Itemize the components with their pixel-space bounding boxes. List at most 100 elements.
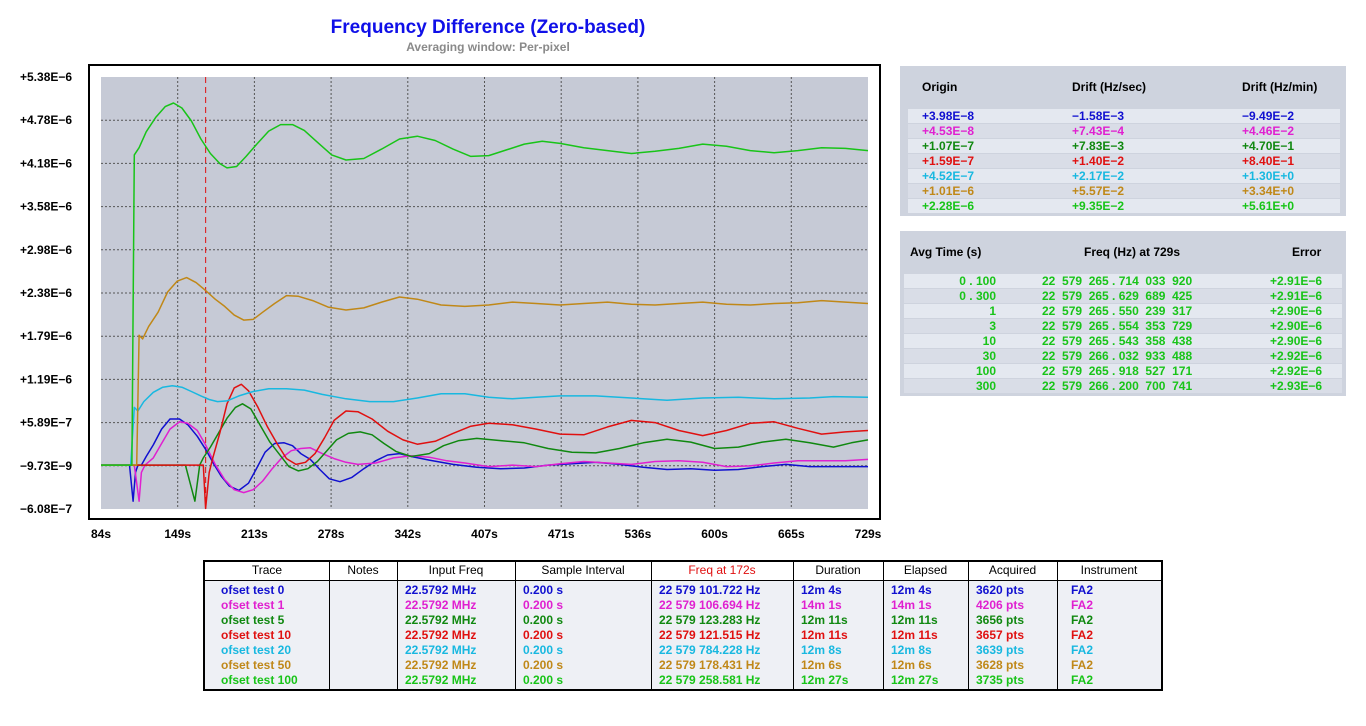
error-header: Error — [1292, 245, 1322, 259]
drift-sec-value: +7.43E−4 — [1072, 124, 1125, 138]
cell-freq: 22 579 101.722 Hz — [659, 583, 761, 597]
cell-trace: ofset test 0 — [221, 583, 285, 597]
cell-freq: 22 579 123.283 Hz — [659, 613, 761, 627]
table-row[interactable]: ofset test 0 22.5792 MHz 0.200 s 22 579 101… — [205, 583, 1161, 598]
y-tick-label: +4.18E−6 — [20, 156, 72, 170]
y-tick-label: +2.38E−6 — [20, 286, 72, 300]
table-row[interactable]: ofset test 5 22.5792 MHz 0.200 s 22 579 123… — [205, 613, 1161, 628]
column-divider — [1057, 562, 1058, 689]
cell-acquired: 3657 pts — [976, 628, 1025, 642]
x-tick-label: 149s — [164, 527, 191, 541]
column-divider — [397, 562, 398, 689]
avg-time-value: 10 — [982, 334, 996, 348]
cell-trace: ofset test 100 — [221, 673, 298, 687]
table-row[interactable]: ofset test 100 22.5792 MHz 0.200 s 22 579 2… — [205, 673, 1161, 688]
cell-trace: ofset test 5 — [221, 613, 285, 627]
error-value: +2.92E−6 — [1270, 349, 1323, 363]
avg-time-value: 0 . 300 — [959, 289, 996, 303]
origin-value: +1.59E−7 — [922, 154, 975, 168]
drift-row: +3.98E−8 −1.58E−3 −9.49E−2 — [908, 109, 1340, 123]
cell-elapsed: 12m 6s — [891, 658, 932, 672]
table-row[interactable]: ofset test 20 22.5792 MHz 0.200 s 22 579 78… — [205, 643, 1161, 658]
freq-value: 22 579 265 . 550 239 317 — [1042, 304, 1193, 318]
column-header: Acquired — [988, 563, 1037, 577]
drift-sec-header: Drift (Hz/sec) — [1072, 80, 1147, 94]
chart-title: Frequency Difference (Zero-based) — [330, 17, 646, 38]
y-tick-label: +5.38E−6 — [20, 70, 72, 84]
drift-row: +4.52E−7 +2.17E−2 +1.30E+0 — [908, 169, 1340, 183]
cell-trace: ofset test 1 — [221, 598, 285, 612]
drift-panel: Origin Drift (Hz/sec) Drift (Hz/min) +3.… — [900, 66, 1346, 216]
avg-time-value: 100 — [975, 364, 996, 378]
trace-table-body: ofset test 0 22.5792 MHz 0.200 s 22 579 101… — [205, 581, 1161, 689]
column-header: Duration — [815, 563, 861, 577]
drift-row: +2.28E−6 +9.35E−2 +5.61E+0 — [908, 199, 1340, 213]
cell-instrument: FA2 — [1071, 643, 1094, 657]
series-line — [101, 276, 869, 466]
table-row[interactable]: ofset test 10 22.5792 MHz 0.200 s 22 579 12… — [205, 628, 1161, 643]
column-header: Trace — [251, 563, 283, 577]
cell-input-freq: 22.5792 MHz — [405, 643, 477, 657]
series-line — [101, 421, 869, 502]
origin-header: Origin — [922, 80, 958, 94]
avg-panel: Avg Time (s) Freq (Hz) at 729s Error 0 .… — [900, 231, 1346, 396]
error-value: +2.91E−6 — [1270, 274, 1323, 288]
avg-time-value: 30 — [982, 349, 996, 363]
drift-min-value: +4.46E−2 — [1242, 124, 1295, 138]
cell-acquired: 3628 pts — [976, 658, 1025, 672]
column-divider — [793, 562, 794, 689]
cell-input-freq: 22.5792 MHz — [405, 658, 477, 672]
x-tick-label: 729s — [855, 527, 882, 541]
cell-input-freq: 22.5792 MHz — [405, 598, 477, 612]
avg-row: 0 . 100 22 579 265 . 714 033 920 +2.91E−6 — [904, 274, 1342, 288]
error-value: +2.91E−6 — [1270, 289, 1323, 303]
column-divider — [329, 562, 330, 689]
y-tick-label: +4.78E−6 — [20, 113, 72, 127]
origin-value: +3.98E−8 — [922, 109, 975, 123]
cell-duration: 12m 11s — [801, 628, 848, 642]
drift-sec-value: +9.35E−2 — [1072, 199, 1125, 213]
column-divider — [515, 562, 516, 689]
cell-interval: 0.200 s — [523, 673, 564, 687]
drift-min-value: +5.61E+0 — [1242, 199, 1295, 213]
cell-instrument: FA2 — [1071, 658, 1094, 672]
freq-value: 22 579 266 . 032 933 488 — [1042, 349, 1193, 363]
origin-value: +2.28E−6 — [922, 199, 975, 213]
column-header: Sample Interval — [541, 563, 625, 577]
avg-row: 10 22 579 265 . 543 358 438 +2.90E−6 — [904, 334, 1342, 348]
drift-row: +1.07E−7 +7.83E−3 +4.70E−1 — [908, 139, 1340, 153]
cell-acquired: 4206 pts — [976, 598, 1025, 612]
cell-interval: 0.200 s — [523, 613, 564, 627]
series-line — [101, 418, 868, 502]
table-row[interactable]: ofset test 1 22.5792 MHz 0.200 s 22 579 106… — [205, 598, 1161, 613]
x-tick-label: 278s — [318, 527, 345, 541]
cell-elapsed: 12m 11s — [891, 613, 938, 627]
cell-instrument: FA2 — [1071, 598, 1094, 612]
cell-duration: 12m 11s — [801, 613, 848, 627]
trace-table-header: Trace Notes Input Freq Sample Interval Freq … — [205, 562, 1161, 581]
cell-acquired: 3735 pts — [976, 673, 1025, 687]
cell-acquired: 3620 pts — [976, 583, 1025, 597]
drift-min-value: +4.70E−1 — [1242, 139, 1295, 153]
drift-row: +4.53E−8 +7.43E−4 +4.46E−2 — [908, 124, 1340, 138]
cell-duration: 12m 6s — [801, 658, 842, 672]
y-tick-label: −9.73E−9 — [20, 459, 72, 473]
table-row[interactable]: ofset test 50 22.5792 MHz 0.200 s 22 579 17… — [205, 658, 1161, 673]
origin-value: +1.07E−7 — [922, 139, 975, 153]
drift-min-value: −9.49E−2 — [1242, 109, 1295, 123]
drift-min-value: +8.40E−1 — [1242, 154, 1295, 168]
avg-row: 1 22 579 265 . 550 239 317 +2.90E−6 — [904, 304, 1342, 318]
cell-elapsed: 14m 1s — [891, 598, 932, 612]
y-tick-label: +1.19E−6 — [20, 372, 72, 386]
drift-row: +1.59E−7 +1.40E−2 +8.40E−1 — [908, 154, 1340, 168]
column-header: Elapsed — [903, 563, 948, 577]
error-value: +2.90E−6 — [1270, 319, 1323, 333]
freq-value: 22 579 265 . 554 353 729 — [1042, 319, 1193, 333]
x-tick-label: 471s — [548, 527, 575, 541]
cell-input-freq: 22.5792 MHz — [405, 613, 477, 627]
avg-row: 100 22 579 265 . 918 527 171 +2.92E−6 — [904, 364, 1342, 378]
y-tick-label: +2.98E−6 — [20, 243, 72, 257]
avg-time-value: 3 — [989, 319, 996, 333]
cell-freq: 22 579 178.431 Hz — [659, 658, 761, 672]
cell-input-freq: 22.5792 MHz — [405, 583, 477, 597]
